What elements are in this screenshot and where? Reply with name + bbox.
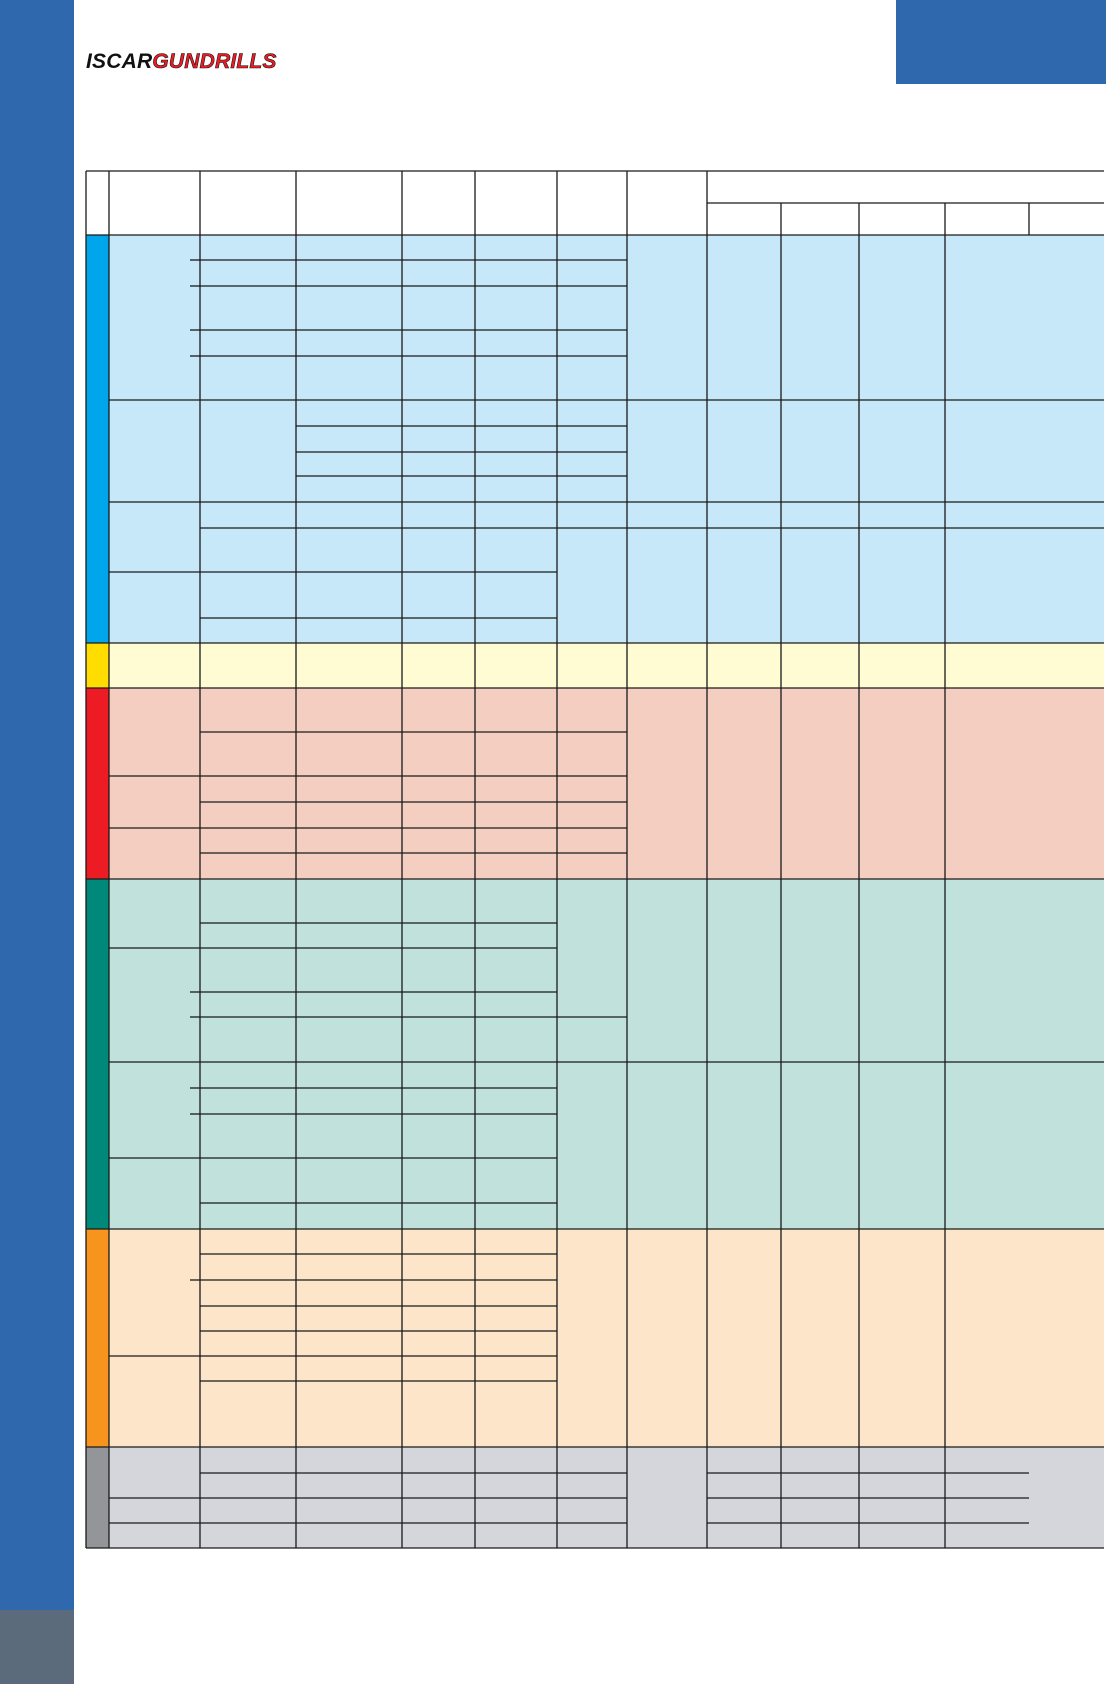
group-fill-P2 — [109, 643, 1104, 688]
side-color-bar — [0, 0, 74, 1610]
logo-text-iscar: ISCAR — [86, 50, 153, 73]
group-strip-S — [86, 1447, 109, 1548]
group-strip-P2 — [86, 643, 109, 688]
group-strip-K — [86, 879, 109, 1229]
group-strip-N — [86, 1229, 109, 1447]
group-strip-P — [86, 235, 109, 643]
header-tab-block — [896, 0, 1106, 84]
group-strip-M — [86, 688, 109, 879]
side-bar-footer-block — [0, 1610, 74, 1684]
group-fill-K — [109, 879, 1104, 1229]
group-fill-P — [109, 235, 1104, 643]
logo-text-gundrills: GUNDRILLS — [152, 50, 277, 74]
iscar-gundrills-logo: ISCARGUNDRILLS — [86, 50, 277, 74]
group-fill-N — [109, 1229, 1104, 1447]
group-fill-M — [109, 688, 1104, 879]
